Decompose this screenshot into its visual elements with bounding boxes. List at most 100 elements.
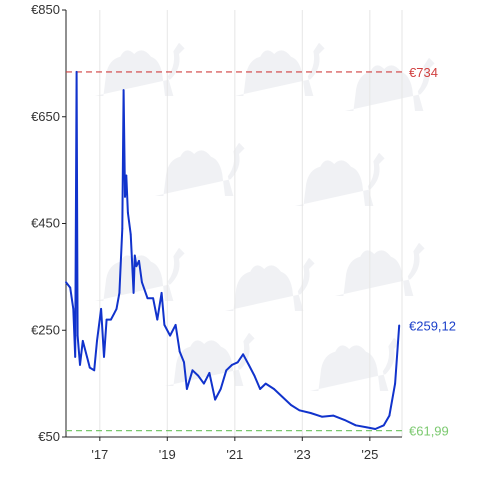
- price-point: [72, 308, 75, 310]
- price-point: [309, 412, 312, 414]
- price-point: [398, 324, 401, 327]
- price-series: [65, 70, 401, 430]
- price-point: [225, 369, 228, 372]
- x-tick-label: '17: [91, 447, 108, 462]
- price-point: [236, 361, 239, 364]
- x-tick-label: '19: [159, 447, 176, 462]
- price-point: [115, 308, 118, 310]
- price-point: [354, 424, 357, 427]
- price-point: [273, 388, 275, 390]
- price-point: [208, 372, 211, 374]
- price-point: [321, 415, 323, 418]
- price-point: [133, 254, 136, 257]
- price-point: [290, 404, 292, 406]
- price-point: [81, 340, 84, 342]
- reference-line-label: €61,99: [409, 424, 449, 439]
- price-point: [186, 388, 188, 390]
- price-point: [169, 334, 172, 337]
- camel-watermark-icon: [335, 242, 425, 296]
- price-point: [76, 334, 79, 337]
- price-point: [118, 292, 121, 294]
- price-point: [156, 318, 159, 321]
- price-point: [79, 364, 81, 366]
- y-tick-label: €650: [31, 109, 60, 124]
- price-point: [382, 424, 385, 427]
- y-tick-label: €250: [31, 322, 60, 337]
- axes: [62, 9, 402, 441]
- price-point: [332, 414, 335, 417]
- price-point: [65, 281, 67, 284]
- price-point: [191, 369, 194, 372]
- price-point: [247, 364, 250, 366]
- price-point: [127, 211, 129, 214]
- price-point: [219, 388, 222, 390]
- x-tick-label: '21: [226, 447, 243, 462]
- camel-watermark-icon: [235, 42, 325, 96]
- price-point: [129, 233, 132, 236]
- reference-line-label: €734: [409, 65, 438, 80]
- price-point: [178, 350, 181, 353]
- price-point: [105, 318, 108, 321]
- tick-labels: €50 €250 €450 €650 €850 '17 '19 '21 '23 '25 €259,1…: [31, 2, 456, 462]
- price-point: [281, 396, 284, 398]
- price-point: [125, 174, 128, 177]
- price-point: [135, 265, 138, 268]
- camel-watermark-icon: [95, 42, 185, 96]
- camel-watermark-icon: [295, 152, 385, 206]
- price-point: [183, 361, 185, 364]
- x-tick-label: '25: [361, 447, 378, 462]
- price-point: [74, 356, 77, 358]
- price-point: [69, 286, 72, 289]
- price-point: [259, 388, 261, 390]
- price-point: [122, 89, 125, 91]
- price-point: [152, 297, 155, 300]
- price-point: [141, 281, 143, 284]
- camel-watermark: [95, 42, 435, 391]
- price-point: [366, 426, 368, 429]
- price-point: [203, 382, 205, 385]
- price-point: [394, 382, 396, 385]
- camel-watermark-icon: [225, 257, 315, 311]
- y-tick-label: €50: [38, 429, 60, 444]
- price-point: [112, 313, 115, 316]
- price-point: [253, 374, 256, 377]
- price-point: [242, 353, 245, 356]
- price-point: [88, 366, 91, 369]
- price-point: [124, 195, 126, 198]
- camel-watermark-icon: [165, 332, 255, 386]
- price-point: [93, 369, 96, 372]
- current-price-label: €259,12: [409, 318, 456, 333]
- y-tick-label: €850: [31, 2, 60, 17]
- price-point: [163, 324, 166, 326]
- price-point: [160, 292, 163, 294]
- price-point: [197, 374, 200, 377]
- price-point: [103, 356, 105, 358]
- camel-watermark-icon: [310, 337, 400, 391]
- price-point: [121, 227, 124, 230]
- price-point: [96, 340, 98, 342]
- price-point: [174, 324, 177, 326]
- price-point: [388, 414, 391, 417]
- y-tick-label: €450: [31, 216, 60, 231]
- price-point: [343, 419, 346, 421]
- price-point: [110, 318, 112, 321]
- price-point: [146, 297, 149, 300]
- x-tick-label: '23: [294, 447, 311, 462]
- price-point: [231, 364, 233, 366]
- price-point: [264, 382, 267, 385]
- camel-watermark-icon: [345, 57, 435, 111]
- price-point: [138, 260, 140, 262]
- grid-lines: [99, 10, 403, 437]
- price-point: [214, 398, 217, 401]
- price-point: [132, 292, 135, 294]
- camel-watermark-icon: [155, 142, 245, 196]
- camel-watermark-icon: [95, 247, 185, 301]
- price-point: [86, 356, 88, 358]
- price-point: [75, 71, 78, 73]
- reference-lines: €734 €61,99: [66, 65, 449, 439]
- price-point: [100, 308, 102, 310]
- price-point: [374, 428, 377, 430]
- price-point: [298, 409, 301, 412]
